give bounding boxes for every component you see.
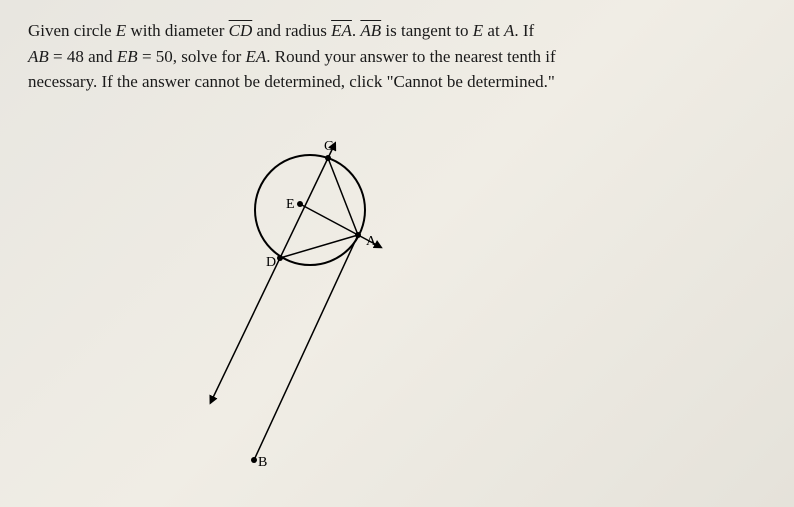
- var-AB: AB: [360, 21, 381, 40]
- svg-text:E: E: [286, 197, 295, 212]
- text: and radius: [252, 21, 331, 40]
- text: at: [483, 21, 504, 40]
- diagram-svg: C E A D B: [180, 120, 480, 500]
- text: with diameter: [126, 21, 228, 40]
- text: . If: [514, 21, 534, 40]
- svg-text:C: C: [324, 139, 333, 154]
- text: . Round your answer to the nearest tenth…: [266, 47, 555, 66]
- var-EA2: EA: [246, 47, 267, 66]
- var-EA: EA: [331, 21, 352, 40]
- var-E: E: [116, 21, 126, 40]
- var-E2: E: [473, 21, 483, 40]
- text: = 50, solve for: [138, 47, 246, 66]
- svg-text:B: B: [258, 455, 267, 470]
- svg-text:D: D: [266, 255, 276, 270]
- svg-text:A: A: [366, 234, 377, 249]
- var-EB: EB: [117, 47, 138, 66]
- var-A: A: [504, 21, 514, 40]
- problem-line-3: necessary. If the answer cannot be deter…: [28, 69, 766, 95]
- var-AB2: AB: [28, 47, 49, 66]
- problem-line-1: Given circle E with diameter CD and radi…: [28, 18, 766, 44]
- text: is tangent to: [381, 21, 473, 40]
- geometry-diagram: C E A D B: [180, 120, 480, 500]
- text: = 48 and: [49, 47, 117, 66]
- problem-line-2: AB = 48 and EB = 50, solve for EA. Round…: [28, 44, 766, 70]
- text: Given circle: [28, 21, 116, 40]
- problem-statement: Given circle E with diameter CD and radi…: [0, 0, 794, 113]
- var-CD: CD: [229, 21, 253, 40]
